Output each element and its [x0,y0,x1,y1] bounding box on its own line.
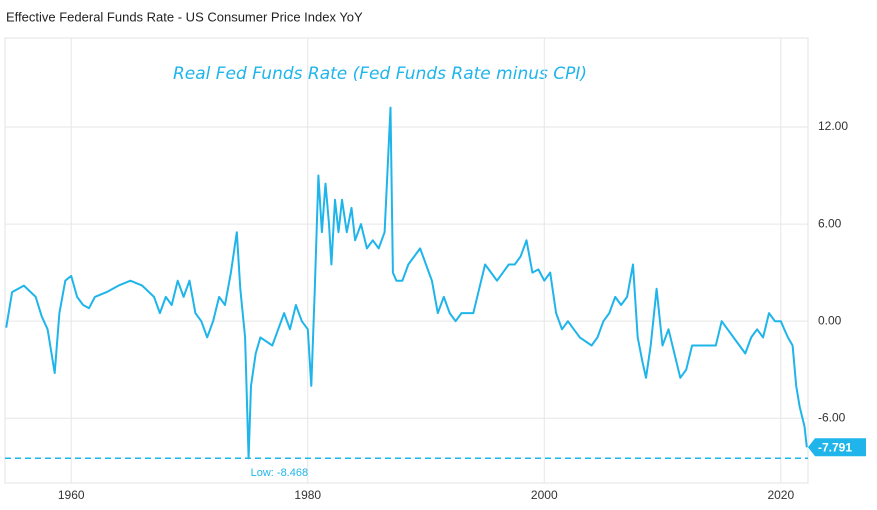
chart-title: Effective Federal Funds Rate - US Consum… [6,9,363,24]
line-series [5,106,808,460]
y-tick-label: -6.00 [818,410,846,424]
low-label: Low: -8.468 [251,467,308,479]
annotation: Real Fed Funds Rate (Fed Funds Rate minu… [173,64,587,84]
y-tick-label: 6.00 [818,216,842,230]
x-tick-label: 1980 [294,488,321,502]
y-tick-label: 12.00 [818,119,848,133]
last-value-box [808,438,866,457]
y-tick-label: 0.00 [818,313,842,327]
x-tick-label: 2020 [767,488,794,502]
plot-frame [4,37,809,484]
x-tick-label: 1960 [58,488,85,502]
x-tick-label: 2000 [531,488,558,502]
last-value-label: -7.791 [818,440,852,454]
